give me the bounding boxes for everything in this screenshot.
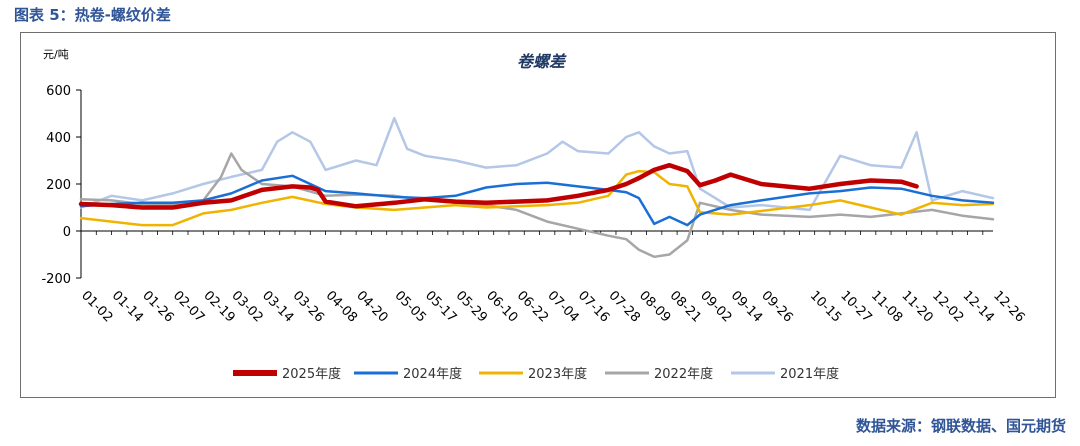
x-tick-label: 01-14 [109,288,146,325]
x-tick-label: 06-10 [483,288,520,325]
x-tick-label: 04-20 [353,288,390,325]
figure-title: 图表 5：热卷-螺纹价差 [14,6,171,24]
x-tick-label: 02-07 [170,288,207,325]
x-tick-label: 03-02 [228,288,265,325]
x-tick-label: 04-08 [323,288,360,325]
x-tick-label: 09-26 [758,288,795,325]
x-tick-label: 09-02 [697,288,734,325]
x-tick-label: 03-14 [259,288,296,325]
x-tick-label: 01-02 [78,288,115,325]
chart-title: 卷螺差 [517,52,567,71]
x-tick-label: 05-05 [392,288,429,325]
legend-label: 2022年度 [654,366,713,382]
chart-frame: 卷螺差 元/吨 600 400 200 0 -200 01-02 01-14 01-26 02-… [20,32,1056,398]
x-tick-label: 11-08 [868,288,905,325]
x-tick-label: 07-16 [575,288,612,325]
y-tick-label: 200 [46,178,71,193]
y-tick-label: 400 [46,131,71,146]
x-tick-label: 06-22 [514,288,551,325]
y-tick-label: -200 [41,272,71,287]
series-line-2022年度 [79,152,995,259]
x-tick-label: 08-09 [636,288,673,325]
series-line-2025年度 [78,162,919,210]
x-tick-label: 12-26 [990,288,1027,325]
series-line-2023年度 [79,169,995,227]
y-axis-unit-label: 元/吨 [43,48,69,61]
legend-label: 2023年度 [528,366,587,382]
y-tick-label: 0 [63,225,71,240]
x-tick-label: 12-14 [960,288,997,325]
legend-label: 2025年度 [282,366,341,382]
x-tick-label: 09-14 [728,288,765,325]
x-tick-label: 05-29 [453,288,490,325]
legend-label: 2021年度 [780,366,839,382]
x-tick-label: 11-20 [898,288,935,325]
x-tick-label: 07-28 [606,288,643,325]
x-tick-label: 10-27 [837,288,874,325]
x-tick-label: 07-04 [544,288,581,325]
x-tick-label: 05-17 [422,288,459,325]
x-tick-label: 12-02 [929,288,966,325]
y-tick-label: 600 [46,84,71,99]
x-tick-label: 10-15 [807,288,844,325]
legend-label: 2024年度 [403,366,462,382]
x-tick-label: 03-26 [290,288,327,325]
x-tick-label: 08-21 [667,288,704,325]
data-source-note: 数据来源：钢联数据、国元期货 [855,417,1066,435]
series-line-2021年度 [79,116,995,212]
line-chart: 卷螺差 元/吨 600 400 200 0 -200 01-0201-1401-2602-… [41,48,1027,382]
x-tick-label: 01-26 [139,288,176,325]
series-line-2024年度 [79,174,995,227]
